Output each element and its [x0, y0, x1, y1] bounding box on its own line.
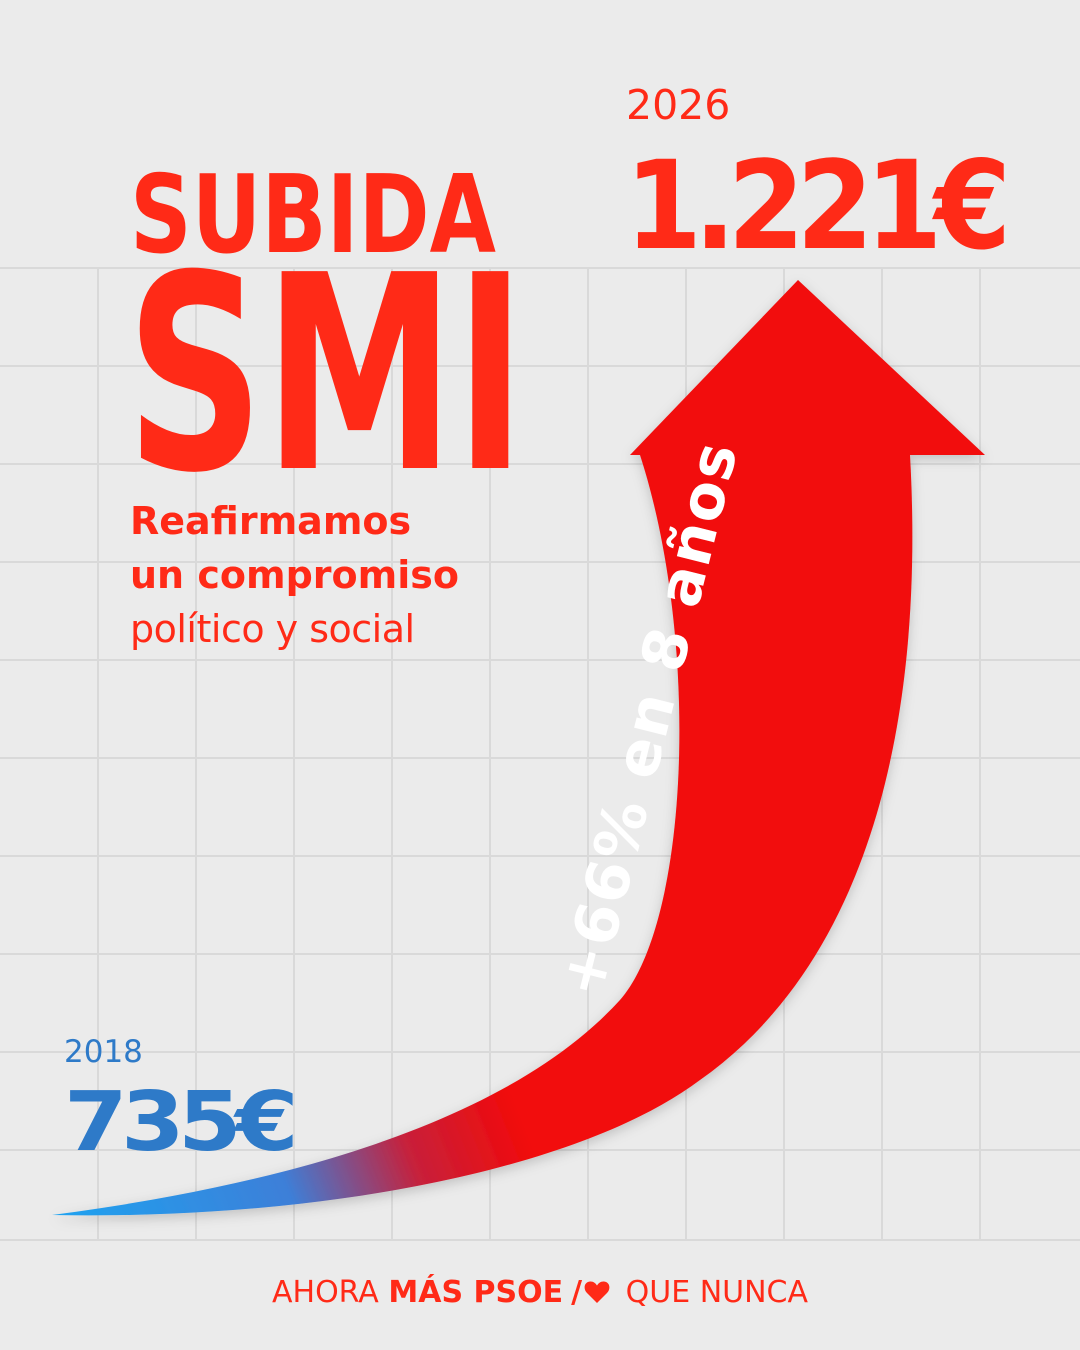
start-year: 2018	[64, 1034, 143, 1070]
end-year: 2026	[626, 81, 731, 129]
tagline-line-3: político y social	[130, 607, 415, 651]
footer-part-1: AHORA	[271, 1275, 379, 1310]
headline-smi: SMI	[126, 262, 526, 474]
start-amount: 735€	[64, 1075, 293, 1170]
arrow-up-icon	[52, 280, 985, 1216]
footer-slash: /	[571, 1275, 583, 1310]
tagline-line-2: un compromiso	[130, 553, 459, 597]
tagline: Reafirmamos un compromiso político y soc…	[130, 494, 590, 656]
footer-part-2: MÁS PSOE	[388, 1275, 564, 1310]
headline-line-2: SMI	[126, 262, 526, 474]
footer-slogan: AHORA MÁS PSOE / QUE NUNCA	[0, 1268, 1080, 1318]
footer-part-3: QUE NUNCA	[625, 1275, 808, 1310]
heart-icon	[584, 1281, 610, 1303]
tagline-line-1: Reafirmamos	[130, 499, 412, 543]
headline-line-1: SUBIDA	[130, 162, 496, 262]
end-amount: 1.221€	[625, 135, 1004, 277]
headline-subida: SUBIDA	[130, 162, 496, 262]
